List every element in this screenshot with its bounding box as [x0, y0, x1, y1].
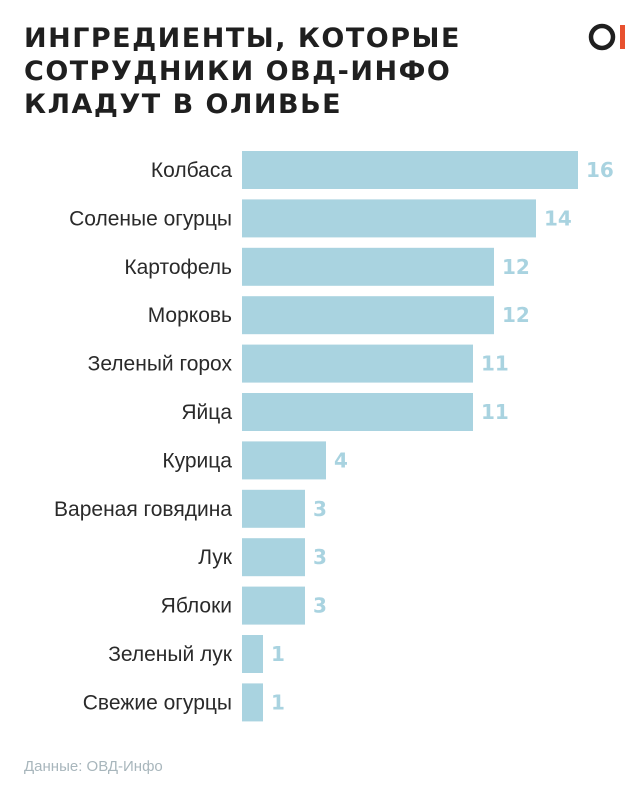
category-label-9: Лук: [198, 546, 233, 569]
category-label-7: Курица: [162, 449, 232, 472]
logo-ring: [588, 23, 616, 51]
bar-2: [242, 199, 536, 238]
bar-6: [242, 393, 473, 431]
value-label-10: 3: [313, 594, 327, 618]
bar-5: [242, 344, 473, 383]
data-source: Данные: ОВД-Инфо: [24, 758, 163, 775]
value-label-2: 14: [544, 206, 572, 230]
value-label-8: 3: [313, 497, 327, 521]
category-label-6: Яйца: [181, 401, 232, 424]
bar-10: [242, 586, 305, 625]
category-label-2: Соленые огурцы: [69, 207, 232, 230]
category-label-10: Яблоки: [161, 595, 232, 618]
category-label-11: Зеленый лук: [108, 643, 233, 666]
value-label-4: 12: [502, 303, 530, 327]
value-label-12: 1: [271, 690, 285, 714]
ovd-info-logo: [588, 23, 625, 51]
value-label-9: 3: [313, 545, 327, 569]
category-label-1: Колбаса: [151, 159, 232, 182]
bar-12: [242, 683, 263, 722]
value-label-3: 12: [502, 255, 530, 279]
bar-7: [242, 441, 326, 480]
value-label-6: 11: [481, 400, 509, 424]
title-line-1: ИНГРЕДИЕНТЫ, КОТОРЫЕ: [24, 23, 461, 54]
bar-9: [242, 538, 305, 577]
value-label-1: 16: [586, 158, 614, 182]
title-line-3: КЛАДУТ В ОЛИВЬЕ: [24, 89, 343, 120]
category-label-3: Картофель: [124, 256, 232, 279]
chart-title: ИНГРЕДИЕНТЫ, КОТОРЫЕ СОТРУДНИКИ ОВД-ИНФО…: [24, 22, 544, 121]
title-line-2: СОТРУДНИКИ ОВД-ИНФО: [24, 56, 452, 87]
category-label-12: Свежие огурцы: [83, 691, 232, 714]
bar-8: [242, 489, 305, 528]
category-label-5: Зеленый горох: [88, 353, 233, 376]
bar-1: [242, 151, 578, 189]
value-label-7: 4: [334, 448, 348, 472]
bar-4: [242, 296, 494, 335]
value-label-11: 1: [271, 642, 285, 666]
value-label-5: 11: [481, 352, 509, 376]
bar-11: [242, 635, 263, 673]
category-label-4: Морковь: [148, 304, 232, 327]
category-label-8: Вареная говядина: [54, 498, 232, 521]
bar-3: [242, 247, 494, 286]
logo-bar: [620, 25, 625, 49]
